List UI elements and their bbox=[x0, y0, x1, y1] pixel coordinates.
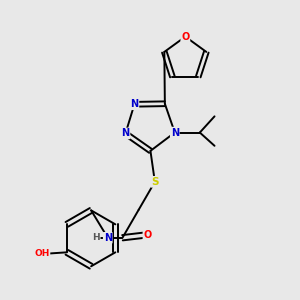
Text: N: N bbox=[171, 128, 179, 137]
Text: N: N bbox=[122, 128, 130, 138]
Text: O: O bbox=[181, 32, 190, 42]
Text: H: H bbox=[92, 233, 100, 242]
Text: N: N bbox=[130, 99, 139, 109]
Text: O: O bbox=[143, 230, 152, 240]
Text: N: N bbox=[104, 233, 112, 243]
Text: S: S bbox=[151, 177, 159, 187]
Text: OH: OH bbox=[34, 249, 50, 258]
